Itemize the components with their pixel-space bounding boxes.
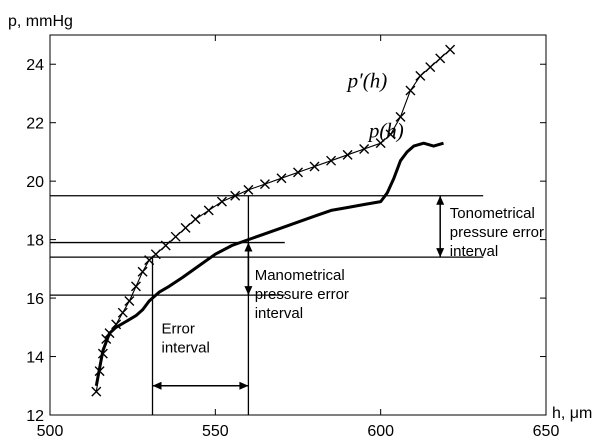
arrow-head: [436, 195, 445, 205]
data-point-marker: [137, 266, 148, 277]
plot-area: [49, 34, 547, 416]
data-point-marker: [180, 222, 191, 233]
curve-label: p′(h): [346, 69, 388, 93]
data-point-marker: [385, 129, 396, 140]
data-point-marker: [150, 249, 161, 260]
series-layer: [91, 44, 456, 397]
data-point-marker: [91, 386, 102, 397]
data-point-marker: [130, 281, 141, 292]
data-point-marker: [359, 144, 370, 154]
labels-layer: p′(h) p(h) Tonometrical pressure error inter…: [162, 69, 544, 357]
ticks: 500 550 600 650 12 14 16 18 20 22 24: [26, 35, 559, 440]
data-point-marker: [160, 240, 171, 251]
data-point-marker: [445, 44, 456, 55]
manometrical-annotation-line: Manometrical: [255, 267, 345, 284]
data-point-marker: [111, 319, 122, 330]
data-point-marker: [259, 179, 270, 190]
x-tick-label: 600: [367, 423, 394, 440]
y-tick-label: 16: [26, 291, 44, 308]
data-point-marker: [395, 111, 406, 122]
arrow-head: [239, 381, 249, 390]
data-point-marker: [276, 173, 287, 184]
data-point-marker: [203, 205, 214, 216]
data-point-marker: [415, 70, 426, 81]
data-point-marker: [216, 196, 227, 207]
data-point-marker: [170, 231, 181, 242]
error-annotation-line: Error: [162, 320, 195, 337]
data-point-marker: [405, 85, 416, 96]
y-tick-label: 18: [26, 233, 44, 250]
tonometrical-annotation-line: pressure error: [450, 224, 544, 241]
arrow-head: [244, 286, 253, 296]
y-tick-label: 20: [26, 174, 44, 191]
data-point-marker: [309, 161, 320, 172]
tonometrical-annotation-line: Tonometrical: [450, 205, 535, 222]
data-point-marker: [375, 138, 386, 149]
x-tick-label: 650: [533, 423, 560, 440]
error-annotation-line: interval: [162, 339, 210, 356]
interval-arrows: [152, 195, 445, 390]
data-point-marker: [230, 190, 241, 201]
arrow-head: [152, 381, 162, 390]
curve-label: p(h): [367, 118, 404, 142]
x-tick-label: 500: [37, 423, 64, 440]
x-tick-label: 550: [202, 423, 229, 440]
data-point-marker: [435, 53, 446, 64]
arrow-head: [244, 242, 253, 252]
y-tick-label: 22: [26, 116, 44, 133]
reference-lines: [50, 195, 484, 415]
data-point-marker: [124, 296, 135, 306]
p-curve: [94, 141, 444, 387]
arrow-head: [436, 248, 445, 258]
manometrical-annotation-line: interval: [255, 305, 303, 322]
data-point-marker: [425, 62, 436, 73]
tonometrical-annotation-line: interval: [450, 243, 498, 260]
manometrical-annotation-line: pressure error: [255, 286, 349, 303]
data-point-marker: [293, 167, 303, 178]
y-tick-label: 12: [26, 408, 44, 425]
data-point-marker: [117, 307, 128, 318]
x-axis-title: h, μm: [552, 405, 592, 422]
y-tick-label: 24: [26, 57, 44, 74]
data-point-marker: [326, 155, 337, 166]
y-tick-label: 14: [26, 350, 44, 367]
data-point-marker: [342, 149, 353, 160]
data-point-marker: [190, 214, 201, 225]
data-point-marker: [243, 184, 254, 195]
y-axis-title: p, mmHg: [8, 13, 73, 30]
